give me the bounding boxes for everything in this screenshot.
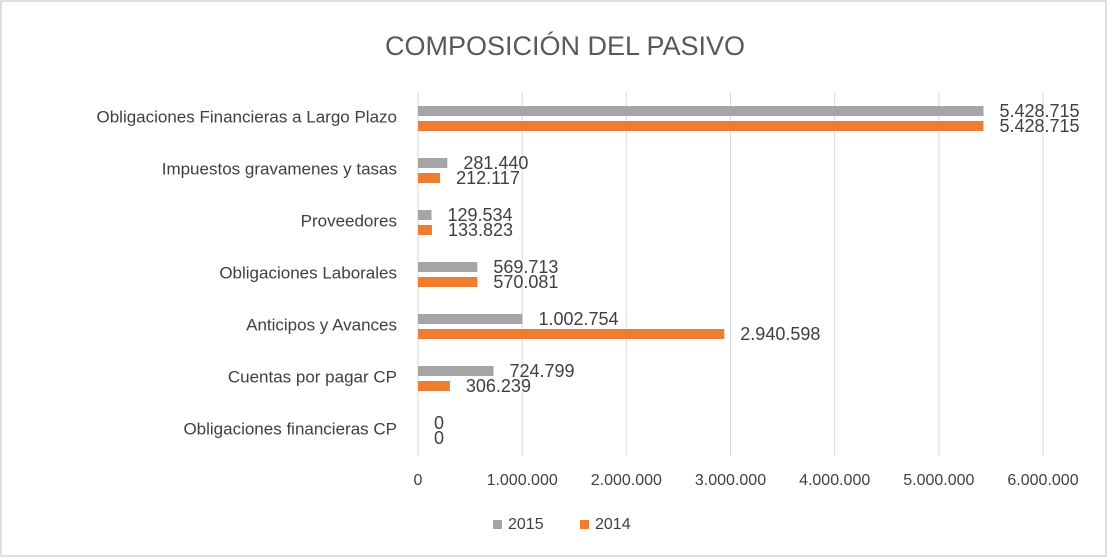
value-label: 212.117	[456, 168, 520, 188]
value-label: 570.081	[493, 272, 558, 292]
legend-label: 2014	[595, 516, 631, 533]
value-label: 129.534	[447, 205, 512, 225]
value-label: 0	[434, 428, 444, 448]
y-tick-label: Cuentas por pagar CP	[228, 367, 397, 386]
value-label: 133.823	[448, 220, 513, 240]
bar	[418, 121, 984, 131]
value-label: 281.440	[463, 153, 528, 173]
value-label: 724.799	[509, 361, 574, 381]
legend-swatch	[493, 520, 502, 529]
x-tick-label: 6.000.000	[1007, 472, 1078, 489]
bar	[418, 314, 523, 324]
bar	[418, 225, 432, 235]
y-tick-label: Obligaciones financieras CP	[183, 419, 397, 438]
bar	[418, 262, 478, 272]
bar	[418, 381, 450, 391]
value-label: 569.713	[493, 257, 558, 277]
x-tick-label: 0	[414, 472, 423, 489]
x-tick-label: 4.000.000	[799, 472, 870, 489]
bar	[418, 210, 432, 220]
bar	[418, 158, 448, 168]
x-tick-label: 1.000.000	[487, 472, 558, 489]
value-label: 0	[434, 413, 444, 433]
y-tick-label: Proveedores	[301, 211, 397, 230]
value-label: 306.239	[466, 376, 531, 396]
value-label: 1.002.754	[538, 309, 618, 329]
bar	[418, 329, 725, 339]
bar	[418, 173, 441, 183]
x-tick-label: 2.000.000	[591, 472, 662, 489]
legend-swatch	[580, 520, 589, 529]
x-tick-label: 3.000.000	[695, 472, 766, 489]
value-label: 2.940.598	[740, 324, 820, 344]
y-tick-label: Impuestos gravamenes y tasas	[162, 159, 397, 178]
y-tick-label: Anticipos y Avances	[246, 315, 397, 334]
value-label: 5.428.715	[999, 116, 1079, 136]
chart-title: COMPOSICIÓN DEL PASIVO	[385, 30, 745, 61]
legend-label: 2015	[508, 516, 544, 533]
bar	[418, 106, 984, 116]
bar	[418, 277, 478, 287]
y-tick-label: Obligaciones Laborales	[219, 263, 397, 282]
bar	[418, 366, 494, 376]
y-tick-label: Obligaciones Financieras a Largo Plazo	[96, 107, 397, 126]
value-label: 5.428.715	[999, 101, 1079, 121]
x-tick-label: 5.000.000	[903, 472, 974, 489]
